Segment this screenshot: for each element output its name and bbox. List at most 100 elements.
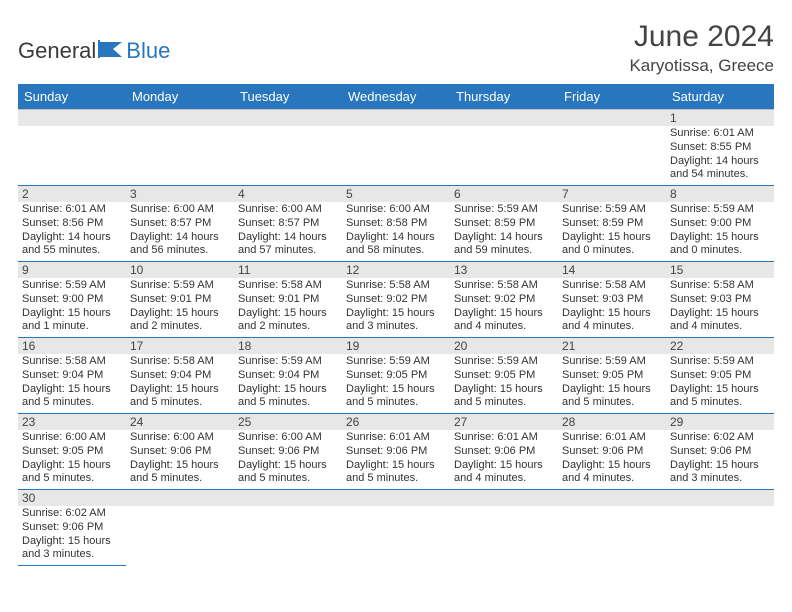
brand-logo: General Blue <box>18 20 170 64</box>
day-number-cell <box>558 110 666 127</box>
day-info: Sunrise: 6:00 AMSunset: 8:57 PMDaylight:… <box>238 203 338 258</box>
day-number-cell <box>450 490 558 507</box>
day-info: Sunrise: 5:59 AMSunset: 9:05 PMDaylight:… <box>562 355 662 410</box>
day-number-cell: 13 <box>450 262 558 279</box>
sunset-text: Sunset: 9:00 PM <box>670 217 770 231</box>
day-data-cell: Sunrise: 6:00 AMSunset: 8:57 PMDaylight:… <box>126 202 234 262</box>
day-info: Sunrise: 6:01 AMSunset: 9:06 PMDaylight:… <box>562 431 662 486</box>
sunset-text: Sunset: 9:04 PM <box>130 369 230 383</box>
day-number-cell: 11 <box>234 262 342 279</box>
flag-icon <box>98 40 124 63</box>
sunrise-text: Sunrise: 5:58 AM <box>562 279 662 293</box>
day-data-cell: Sunrise: 6:00 AMSunset: 8:57 PMDaylight:… <box>234 202 342 262</box>
day-info: Sunrise: 5:59 AMSunset: 8:59 PMDaylight:… <box>454 203 554 258</box>
day-info: Sunrise: 5:58 AMSunset: 9:02 PMDaylight:… <box>454 279 554 334</box>
day-data-cell: Sunrise: 5:59 AMSunset: 9:05 PMDaylight:… <box>342 354 450 414</box>
sunset-text: Sunset: 9:05 PM <box>454 369 554 383</box>
sunset-text: Sunset: 9:05 PM <box>562 369 662 383</box>
daydata-row: Sunrise: 5:59 AMSunset: 9:00 PMDaylight:… <box>18 278 774 338</box>
sunset-text: Sunset: 8:59 PM <box>562 217 662 231</box>
sunset-text: Sunset: 9:06 PM <box>238 445 338 459</box>
sunset-text: Sunset: 9:05 PM <box>670 369 770 383</box>
day-data-cell: Sunrise: 5:58 AMSunset: 9:03 PMDaylight:… <box>666 278 774 338</box>
sunset-text: Sunset: 9:05 PM <box>22 445 122 459</box>
day-data-cell: Sunrise: 5:58 AMSunset: 9:04 PMDaylight:… <box>126 354 234 414</box>
sunrise-text: Sunrise: 5:58 AM <box>22 355 122 369</box>
day-number-cell: 12 <box>342 262 450 279</box>
daynum-row: 1 <box>18 110 774 127</box>
sunset-text: Sunset: 9:06 PM <box>562 445 662 459</box>
day-data-cell <box>234 506 342 566</box>
sunrise-text: Sunrise: 5:59 AM <box>562 203 662 217</box>
day-data-cell: Sunrise: 6:01 AMSunset: 8:56 PMDaylight:… <box>18 202 126 262</box>
day-number-cell: 19 <box>342 338 450 355</box>
day-info: Sunrise: 5:58 AMSunset: 9:03 PMDaylight:… <box>562 279 662 334</box>
sunrise-text: Sunrise: 6:01 AM <box>670 127 770 141</box>
day-header-row: Sunday Monday Tuesday Wednesday Thursday… <box>18 84 774 110</box>
daylight-text: Daylight: 15 hours and 0 minutes. <box>670 231 770 259</box>
day-data-cell: Sunrise: 5:58 AMSunset: 9:02 PMDaylight:… <box>450 278 558 338</box>
sunrise-text: Sunrise: 5:58 AM <box>670 279 770 293</box>
daylight-text: Daylight: 15 hours and 5 minutes. <box>454 383 554 411</box>
day-data-cell: Sunrise: 6:02 AMSunset: 9:06 PMDaylight:… <box>666 430 774 490</box>
sunset-text: Sunset: 9:06 PM <box>22 521 122 535</box>
daynum-row: 23242526272829 <box>18 414 774 431</box>
daydata-row: Sunrise: 6:02 AMSunset: 9:06 PMDaylight:… <box>18 506 774 566</box>
daydata-row: Sunrise: 6:00 AM Sunset: 9:05 PM Daylight:… <box>18 430 774 490</box>
day-info: Sunrise: 5:58 AMSunset: 9:03 PMDaylight:… <box>670 279 770 334</box>
day-data-cell <box>558 126 666 186</box>
page-header: General Blue June 2024 Karyotissa, Greec… <box>18 20 774 76</box>
day-data-cell: Sunrise: 5:59 AMSunset: 9:01 PMDaylight:… <box>126 278 234 338</box>
day-data-cell <box>450 506 558 566</box>
day-number-cell <box>18 110 126 127</box>
day-data-cell: Sunrise: 5:58 AMSunset: 9:03 PMDaylight:… <box>558 278 666 338</box>
day-info: Sunrise: 5:59 AMSunset: 8:59 PMDaylight:… <box>562 203 662 258</box>
sunset-text: Sunset: 9:06 PM <box>454 445 554 459</box>
sunrise-text: Sunrise: 5:59 AM <box>22 279 122 293</box>
day-header: Saturday <box>666 84 774 110</box>
daylight-text: Daylight: 15 hours and 5 minutes. <box>562 383 662 411</box>
sunset-text: Sunset: 8:57 PM <box>130 217 230 231</box>
daylight-text: Daylight: 15 hours and 3 minutes. <box>22 535 122 563</box>
daylight-text: Daylight: 15 hours and 4 minutes. <box>562 459 662 487</box>
day-info: Sunrise: 6:00 AMSunset: 9:06 PMDaylight:… <box>238 431 338 486</box>
day-info: Sunrise: 6:01 AMSunset: 8:56 PMDaylight:… <box>22 203 122 258</box>
day-data-cell: Sunrise: 5:59 AMSunset: 9:05 PMDaylight:… <box>666 354 774 414</box>
calendar-body: 1 Sunrise: 6:01 AMSunset: 8:55 PMDayligh… <box>18 110 774 566</box>
sunset-text: Sunset: 9:05 PM <box>346 369 446 383</box>
day-info: Sunrise: 6:02 AMSunset: 9:06 PMDaylight:… <box>22 507 122 562</box>
sunrise-text: Sunrise: 6:00 AM <box>238 431 338 445</box>
daylight-text: Daylight: 15 hours and 5 minutes. <box>22 383 122 411</box>
sunset-text: Sunset: 8:55 PM <box>670 141 770 155</box>
daylight-text: Daylight: 15 hours and 3 minutes. <box>670 459 770 487</box>
sunset-text: Sunset: 8:59 PM <box>454 217 554 231</box>
sunset-text: Sunset: 8:58 PM <box>346 217 446 231</box>
day-data-cell: Sunrise: 5:59 AMSunset: 9:05 PMDaylight:… <box>558 354 666 414</box>
sunset-text: Sunset: 8:56 PM <box>22 217 122 231</box>
day-data-cell: Sunrise: 5:58 AMSunset: 9:04 PMDaylight:… <box>18 354 126 414</box>
calendar-page: General Blue June 2024 Karyotissa, Greec… <box>0 0 792 586</box>
daynum-row: 9101112131415 <box>18 262 774 279</box>
day-info: Sunrise: 6:02 AMSunset: 9:06 PMDaylight:… <box>670 431 770 486</box>
daynum-row: 2345678 <box>18 186 774 203</box>
day-number-cell <box>234 490 342 507</box>
day-info: Sunrise: 6:00 AMSunset: 8:58 PMDaylight:… <box>346 203 446 258</box>
day-header: Wednesday <box>342 84 450 110</box>
day-data-cell: Sunrise: 5:58 AMSunset: 9:01 PMDaylight:… <box>234 278 342 338</box>
day-number-cell: 14 <box>558 262 666 279</box>
sunrise-text: Sunrise: 5:59 AM <box>454 355 554 369</box>
day-data-cell: Sunrise: 5:59 AMSunset: 8:59 PMDaylight:… <box>558 202 666 262</box>
day-data-cell: Sunrise: 6:01 AMSunset: 8:55 PMDaylight:… <box>666 126 774 186</box>
sunrise-text: Sunrise: 6:00 AM <box>130 203 230 217</box>
daylight-text: Daylight: 15 hours and 2 minutes. <box>238 307 338 335</box>
day-number-cell <box>342 490 450 507</box>
sunrise-text: Sunrise: 5:59 AM <box>562 355 662 369</box>
day-number-cell: 6 <box>450 186 558 203</box>
day-data-cell: Sunrise: 6:00 AMSunset: 8:58 PMDaylight:… <box>342 202 450 262</box>
day-info: Sunrise: 5:59 AMSunset: 9:00 PMDaylight:… <box>670 203 770 258</box>
daylight-text: Daylight: 15 hours and 3 minutes. <box>346 307 446 335</box>
day-info: Sunrise: 5:58 AMSunset: 9:04 PMDaylight:… <box>22 355 122 410</box>
sunrise-text: Sunrise: 5:59 AM <box>346 355 446 369</box>
sunrise-text: Sunrise: 5:58 AM <box>238 279 338 293</box>
sunset-text: Sunset: 9:06 PM <box>670 445 770 459</box>
